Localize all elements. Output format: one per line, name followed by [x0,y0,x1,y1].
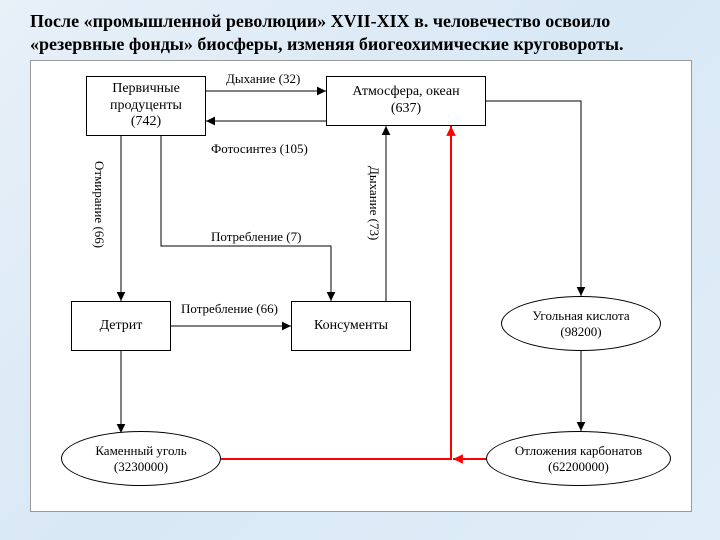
page-title: После «промышленной революции» XVII-XIX … [30,10,700,57]
node-label: (637) [391,101,421,118]
node-producers: Первичныепродуценты(742) [86,76,206,136]
node-carbonates: Отложения карбонатов(62200000) [486,431,671,486]
node-consumers: Консументы [291,301,411,351]
node-acid: Угольная кислота(98200) [501,296,661,351]
node-label: (98200) [560,324,601,340]
node-label: Угольная кислота [532,308,629,324]
node-label: Атмосфера, океан [352,84,459,101]
edge-label: Фотосинтез (105) [211,141,308,157]
node-coal: Каменный уголь(3230000) [61,431,221,486]
node-label: (742) [131,114,161,131]
edge-label: Отмирание (66) [91,161,107,248]
node-label: Каменный уголь [95,443,186,459]
edge-label: Дыхание (73) [366,166,382,240]
edge-label: Дыхание (32) [226,71,300,87]
node-atmosphere: Атмосфера, океан(637) [326,76,486,126]
edge-label: Потребление (7) [211,229,301,245]
node-label: Первичные [112,81,180,98]
node-detrit: Детрит [71,301,171,351]
node-label: продуценты [110,98,182,115]
node-label: Консументы [314,318,388,335]
node-label: (3230000) [114,459,168,475]
node-label: Детрит [100,318,143,335]
node-label: (62200000) [548,459,609,475]
edge-label: Потребление (66) [181,301,278,317]
node-label: Отложения карбонатов [515,443,642,459]
diagram-panel: Первичныепродуценты(742) Атмосфера, океан… [30,60,692,512]
